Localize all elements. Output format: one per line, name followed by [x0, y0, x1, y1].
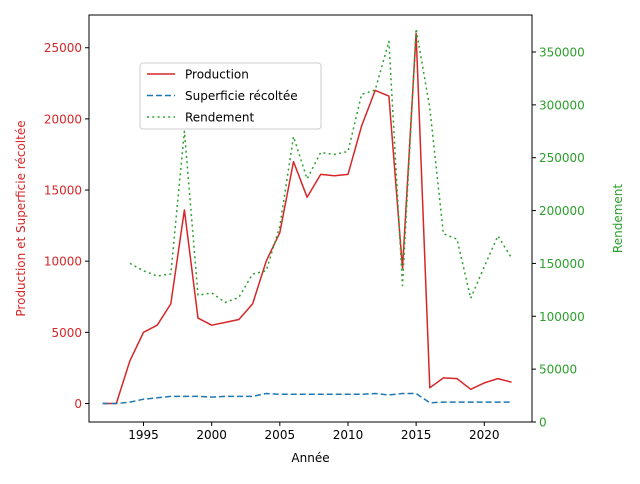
- plot-frame: [88, 14, 533, 423]
- y-left-tick-label: 5000: [51, 326, 82, 340]
- y-axis-right-label: Rendement: [611, 184, 625, 253]
- x-tick-label: 2005: [265, 428, 296, 442]
- legend: Production Superficie récoltée Rendement: [139, 62, 322, 130]
- legend-box: [139, 62, 322, 130]
- x-tick-label: 2000: [196, 428, 227, 442]
- y-right-tick-label: 250000: [539, 151, 585, 165]
- y-left-tick-label: 0: [74, 397, 82, 411]
- y-left-tick-label: 20000: [44, 112, 82, 126]
- y-left-tick-label: 25000: [44, 41, 82, 55]
- x-axis: 1995 2000 2005 2010 2015 2020: [128, 422, 500, 442]
- x-tick-label: 2010: [333, 428, 364, 442]
- y-right-tick-label: 0: [539, 416, 547, 430]
- series-line-production: [102, 32, 512, 405]
- legend-label-rendement: Rendement: [185, 111, 254, 125]
- legend-label-production: Production: [185, 68, 249, 82]
- y-left-tick-label: 15000: [44, 184, 82, 198]
- y-right-tick-label: 50000: [539, 363, 577, 377]
- x-tick-label: 1995: [128, 428, 159, 442]
- y-axis-right: 0 50000 100000 150000 200000 250000 300000 3500…: [532, 46, 585, 430]
- x-axis-label: Année: [291, 451, 329, 465]
- y-axis-left: 0 5000 10000 15000 20000 25000: [44, 41, 89, 411]
- y-right-tick-label: 150000: [539, 257, 585, 271]
- series-line-superficie: [102, 392, 512, 405]
- plot-marks: [102, 27, 513, 405]
- y-right-tick-label: 300000: [539, 98, 585, 112]
- y-right-tick-label: 350000: [539, 46, 585, 60]
- legend-label-superficie: Superficie récoltée: [185, 89, 298, 103]
- y-axis-left-label: Production et Superficie récoltée: [14, 120, 28, 316]
- y-right-tick-label: 100000: [539, 310, 585, 324]
- series-line-rendement: [129, 27, 513, 304]
- y-right-tick-label: 200000: [539, 204, 585, 218]
- x-tick-label: 2015: [401, 428, 432, 442]
- y-left-tick-label: 10000: [44, 255, 82, 269]
- x-tick-label: 2020: [469, 428, 500, 442]
